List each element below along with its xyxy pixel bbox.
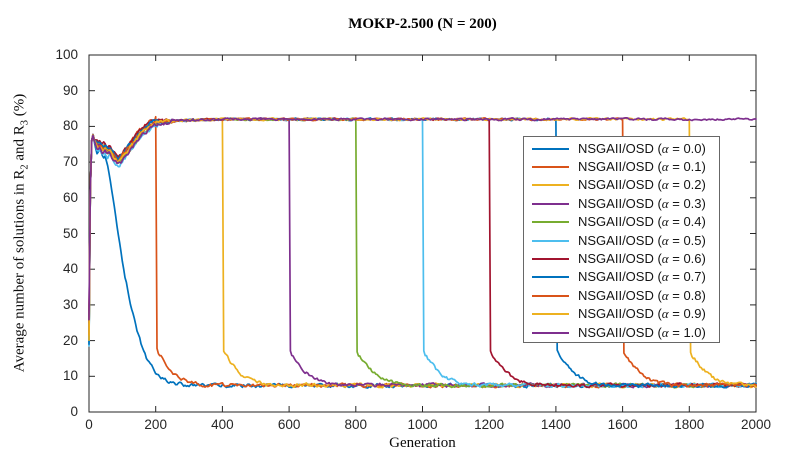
y-tick-label-100: 100 bbox=[55, 47, 78, 62]
y-tick-label-10: 10 bbox=[62, 368, 78, 384]
y-tick-label-20: 20 bbox=[62, 332, 78, 348]
legend-row-alpha-0.4: NSGAII/OSD (α = 0.4) bbox=[524, 213, 719, 231]
alpha-symbol: α bbox=[661, 232, 669, 248]
legend-row-alpha-0.1: NSGAII/OSD (α = 0.1) bbox=[524, 158, 719, 176]
y-tick-label-50: 50 bbox=[62, 225, 78, 241]
alpha-symbol: α bbox=[661, 177, 669, 193]
x-tick-label-1000: 1000 bbox=[407, 417, 438, 432]
legend-row-alpha-0.5: NSGAII/OSD (α = 0.5) bbox=[524, 231, 719, 249]
legend: NSGAII/OSD (α = 0.0) NSGAII/OSD (α = 0.1)… bbox=[523, 136, 720, 343]
alpha-symbol: α bbox=[661, 306, 669, 322]
legend-row-alpha-0.9: NSGAII/OSD (α = 0.9) bbox=[524, 305, 719, 323]
series-line-alpha-1.0 bbox=[88, 117, 757, 321]
legend-label-alpha-0.5: NSGAII/OSD (α = 0.5) bbox=[578, 232, 706, 248]
x-tick-label-600: 600 bbox=[277, 417, 301, 432]
legend-line-swatch-alpha-1.0 bbox=[532, 331, 569, 334]
y-tick-label-70: 70 bbox=[62, 154, 78, 170]
x-tick-label-0: 0 bbox=[85, 417, 93, 432]
legend-label-alpha-1.0: NSGAII/OSD (α = 1.0) bbox=[578, 324, 706, 340]
alpha-symbol: α bbox=[661, 214, 669, 230]
alpha-symbol: α bbox=[661, 287, 669, 303]
alpha-symbol: α bbox=[661, 269, 669, 285]
legend-row-alpha-0.3: NSGAII/OSD (α = 0.3) bbox=[524, 195, 719, 213]
legend-label-alpha-0.2: NSGAII/OSD (α = 0.2) bbox=[578, 177, 706, 193]
legend-row-alpha-0.6: NSGAII/OSD (α = 0.6) bbox=[524, 250, 719, 268]
x-tick-label-800: 800 bbox=[344, 417, 368, 432]
alpha-symbol: α bbox=[661, 324, 669, 340]
legend-row-alpha-1.0: NSGAII/OSD (α = 1.0) bbox=[524, 323, 719, 341]
legend-label-alpha-0.7: NSGAII/OSD (α = 0.7) bbox=[578, 269, 706, 285]
legend-row-alpha-0.2: NSGAII/OSD (α = 0.2) bbox=[524, 176, 719, 194]
legend-row-alpha-0.0: NSGAII/OSD (α = 0.0) bbox=[524, 140, 719, 158]
legend-label-alpha-0.8: NSGAII/OSD (α = 0.8) bbox=[578, 287, 706, 303]
x-axis-label: Generation bbox=[389, 435, 456, 451]
x-tick-label-1400: 1400 bbox=[540, 417, 571, 432]
y-tick-label-0: 0 bbox=[70, 404, 78, 419]
legend-label-alpha-0.1: NSGAII/OSD (α = 0.1) bbox=[578, 159, 706, 175]
legend-row-alpha-0.7: NSGAII/OSD (α = 0.7) bbox=[524, 268, 719, 286]
legend-label-alpha-0.9: NSGAII/OSD (α = 0.9) bbox=[578, 306, 706, 322]
y-tick-label-40: 40 bbox=[62, 261, 78, 277]
legend-line-swatch-alpha-0.9 bbox=[532, 313, 569, 316]
alpha-symbol: α bbox=[661, 140, 669, 156]
legend-line-swatch-alpha-0.1 bbox=[532, 166, 569, 169]
legend-line-swatch-alpha-0.6 bbox=[532, 258, 569, 261]
x-tick-label-1800: 1800 bbox=[674, 417, 705, 432]
legend-line-swatch-alpha-0.3 bbox=[532, 202, 569, 205]
legend-line-swatch-alpha-0.2 bbox=[532, 184, 569, 187]
y-tick-label-30: 30 bbox=[62, 296, 78, 312]
legend-row-alpha-0.8: NSGAII/OSD (α = 0.8) bbox=[524, 287, 719, 305]
y-tick-label-60: 60 bbox=[62, 189, 78, 205]
legend-line-swatch-alpha-0.4 bbox=[532, 221, 569, 224]
x-tick-label-1600: 1600 bbox=[607, 417, 638, 432]
legend-line-swatch-alpha-0.5 bbox=[532, 239, 569, 242]
alpha-symbol: α bbox=[661, 159, 669, 175]
x-tick-label-400: 400 bbox=[211, 417, 234, 432]
y-tick-label-90: 90 bbox=[62, 82, 78, 98]
legend-line-swatch-alpha-0.7 bbox=[532, 276, 569, 279]
x-tick-label-2000: 2000 bbox=[740, 417, 772, 432]
alpha-symbol: α bbox=[661, 251, 669, 267]
legend-label-alpha-0.0: NSGAII/OSD (α = 0.0) bbox=[578, 140, 706, 156]
legend-label-alpha-0.3: NSGAII/OSD (α = 0.3) bbox=[578, 195, 706, 211]
x-tick-label-1200: 1200 bbox=[474, 417, 505, 432]
y-tick-label-80: 80 bbox=[62, 118, 78, 134]
legend-label-alpha-0.6: NSGAII/OSD (α = 0.6) bbox=[578, 251, 706, 267]
legend-line-swatch-alpha-0.8 bbox=[532, 294, 569, 297]
legend-label-alpha-0.4: NSGAII/OSD (α = 0.4) bbox=[578, 214, 706, 230]
alpha-symbol: α bbox=[661, 195, 669, 211]
chart-title: MOKP-2.500 (N = 200) bbox=[348, 16, 497, 32]
x-tick-label-200: 200 bbox=[144, 417, 167, 432]
legend-line-swatch-alpha-0.0 bbox=[532, 147, 569, 150]
